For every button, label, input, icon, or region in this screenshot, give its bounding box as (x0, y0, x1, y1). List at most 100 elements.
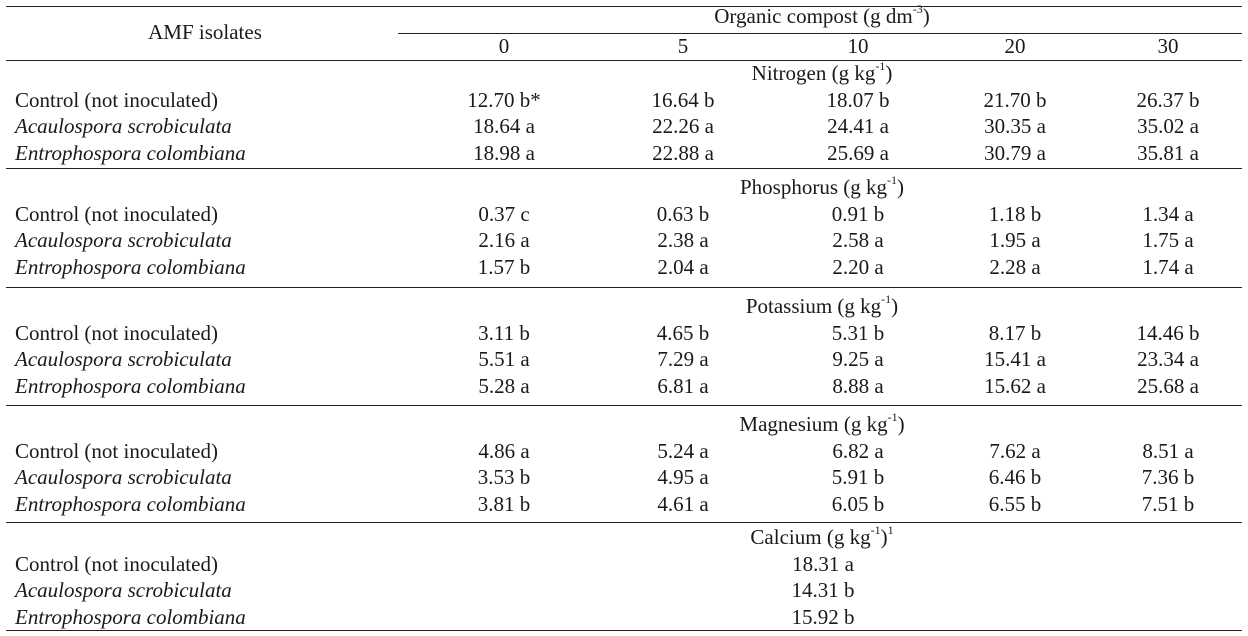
table-cell: 26.37 b (1136, 88, 1200, 112)
row-label-header: AMF isolates (148, 20, 262, 44)
row-label: Acaulospora scrobiculata (15, 578, 232, 602)
table-cell: 4.86 a (478, 439, 530, 463)
table-cell: 2.38 a (657, 228, 709, 252)
row-label: Acaulospora scrobiculata (15, 228, 232, 252)
table-cell: 2.20 a (832, 255, 884, 279)
table-cell: 3.81 b (477, 492, 531, 516)
table-cell: 22.88 a (652, 141, 714, 165)
table-cell: 23.34 a (1137, 347, 1199, 371)
table-cell: 1.57 b (477, 255, 531, 279)
table-cell: 4.65 b (656, 321, 710, 345)
table-cell: 18.64 a (473, 114, 535, 138)
table-cell: 14.31 b (791, 578, 855, 602)
section-title: Potassium (g kg-1) (745, 292, 899, 318)
table-cell: 3.53 b (477, 465, 531, 489)
section-title-sup: -1 (887, 173, 898, 187)
row-label: Control (not inoculated) (15, 202, 218, 226)
table-cell: 6.55 b (988, 492, 1042, 516)
row-label: Entrophospora colombiana (15, 374, 246, 398)
table-rule (6, 522, 1242, 523)
table-cell: 2.16 a (478, 228, 530, 252)
table-cell: 1.74 a (1142, 255, 1194, 279)
table-rule (398, 33, 1242, 34)
table-cell: 5.91 b (831, 465, 885, 489)
section-title-footnote: 1 (887, 523, 894, 537)
table-cell: 7.36 b (1141, 465, 1195, 489)
row-label: Entrophospora colombiana (15, 605, 246, 629)
row-label: Control (not inoculated) (15, 439, 218, 463)
table-cell: 30.79 a (984, 141, 1046, 165)
table-cell: 35.02 a (1137, 114, 1199, 138)
table-cell: 8.88 a (832, 374, 884, 398)
table-cell: 18.07 b (826, 88, 890, 112)
table-cell: 25.68 a (1137, 374, 1199, 398)
table-cell: 0.37 c (478, 202, 530, 226)
table-rule (6, 60, 1242, 61)
table-cell: 1.75 a (1142, 228, 1194, 252)
table-cell: 0.91 b (831, 202, 885, 226)
table-cell: 12.70 b* (467, 88, 541, 112)
table-cell: 4.61 a (657, 492, 709, 516)
row-label: Entrophospora colombiana (15, 255, 246, 279)
table-cell: 25.69 a (827, 141, 889, 165)
table-cell: 1.95 a (989, 228, 1041, 252)
row-label: Acaulospora scrobiculata (15, 114, 232, 138)
section-title-sup: -1 (881, 292, 892, 306)
table-cell: 7.51 b (1141, 492, 1195, 516)
table-cell: 1.34 a (1142, 202, 1194, 226)
column-group-title: Organic compost (g dm-3) (714, 2, 930, 28)
row-label: Entrophospora colombiana (15, 141, 246, 165)
table-cell: 6.81 a (657, 374, 709, 398)
table-cell: 7.62 a (989, 439, 1041, 463)
section-title: Nitrogen (g kg-1) (751, 59, 893, 85)
column-header-20: 20 (1004, 34, 1026, 58)
table-cell: 8.51 a (1142, 439, 1194, 463)
table-cell: 0.63 b (656, 202, 710, 226)
table-cell: 2.28 a (989, 255, 1041, 279)
table-cell: 14.46 b (1136, 321, 1200, 345)
table-cell: 24.41 a (827, 114, 889, 138)
section-title-sup: -1 (875, 59, 886, 73)
table-cell: 18.31 a (792, 552, 854, 576)
table-cell: 5.28 a (478, 374, 530, 398)
section-title-sup: -1 (870, 523, 881, 537)
table-rule (6, 405, 1242, 406)
column-header-30: 30 (1157, 34, 1179, 58)
table-rule (6, 287, 1242, 288)
column-group-unit-sup: -3 (912, 2, 923, 16)
table-cell: 15.62 a (984, 374, 1046, 398)
table-rule (6, 6, 1242, 7)
table-cell: 9.25 a (832, 347, 884, 371)
table-cell: 2.58 a (832, 228, 884, 252)
table-rule (6, 168, 1242, 169)
row-label: Control (not inoculated) (15, 88, 218, 112)
row-label: Acaulospora scrobiculata (15, 347, 232, 371)
table-cell: 30.35 a (984, 114, 1046, 138)
row-label: Control (not inoculated) (15, 321, 218, 345)
table-cell: 15.92 b (791, 605, 855, 629)
section-title: Magnesium (g kg-1) (739, 410, 905, 436)
section-title: Calcium (g kg-1)1 (750, 523, 894, 549)
table-cell: 5.31 b (831, 321, 885, 345)
table-cell: 8.17 b (988, 321, 1042, 345)
table-cell: 6.05 b (831, 492, 885, 516)
table-cell: 1.18 b (988, 202, 1042, 226)
table-cell: 5.24 a (657, 439, 709, 463)
table-cell: 21.70 b (983, 88, 1047, 112)
table-cell: 6.46 b (988, 465, 1042, 489)
table-cell: 7.29 a (657, 347, 709, 371)
row-label: Entrophospora colombiana (15, 492, 246, 516)
table-cell: 3.11 b (478, 321, 530, 345)
section-title-sup: -1 (887, 410, 898, 424)
row-label: Acaulospora scrobiculata (15, 465, 232, 489)
table-cell: 5.51 a (478, 347, 530, 371)
table-cell: 22.26 a (652, 114, 714, 138)
table-cell: 16.64 b (651, 88, 715, 112)
section-title: Phosphorus (g kg-1) (739, 173, 905, 199)
table-cell: 18.98 a (473, 141, 535, 165)
column-header-5: 5 (677, 34, 689, 58)
table-cell: 35.81 a (1137, 141, 1199, 165)
table-cell: 6.82 a (832, 439, 884, 463)
column-header-10: 10 (847, 34, 869, 58)
row-label: Control (not inoculated) (15, 552, 218, 576)
